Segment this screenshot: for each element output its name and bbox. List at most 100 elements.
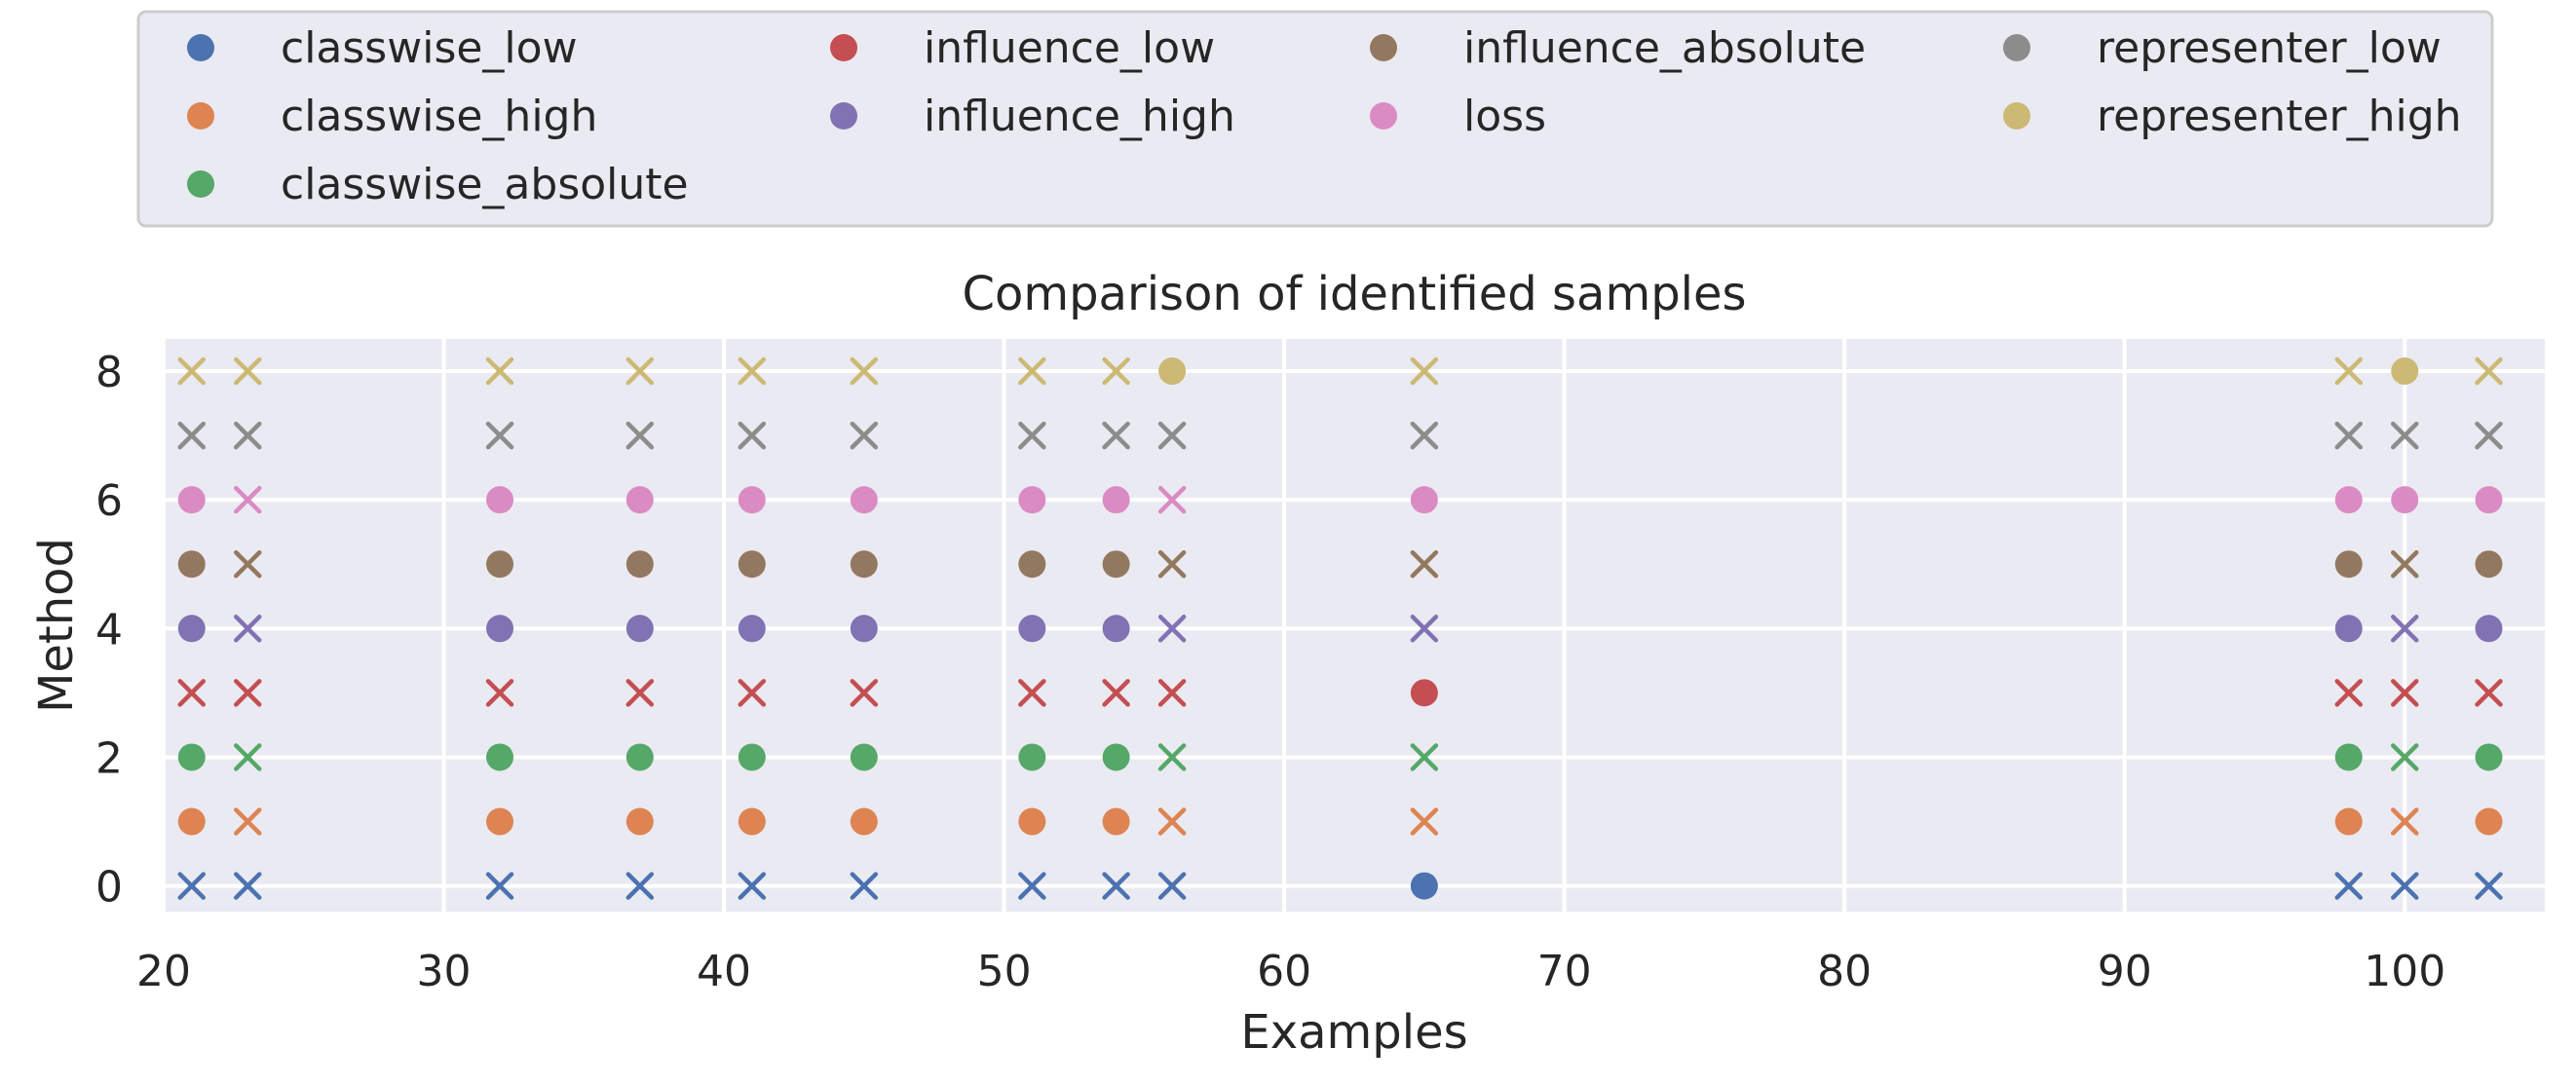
point-not-identified xyxy=(625,872,655,900)
series-influence-absolute xyxy=(177,549,2503,579)
series-representer-high xyxy=(177,356,2503,386)
point-identified xyxy=(1410,872,1438,900)
point-not-identified xyxy=(177,872,207,900)
point-not-identified xyxy=(1410,356,1439,386)
legend: classwise_low classwise_high classwise_abs… xyxy=(136,10,2494,228)
legend-item-classwise-high: classwise_high xyxy=(187,92,597,141)
point-not-identified xyxy=(2390,743,2419,771)
point-not-identified xyxy=(2390,549,2419,579)
point-not-identified xyxy=(2390,615,2419,643)
point-identified xyxy=(177,743,206,771)
point-identified xyxy=(738,550,766,579)
legend-marker xyxy=(1370,34,1397,61)
point-identified xyxy=(2475,807,2503,836)
data-marks xyxy=(177,356,2503,900)
point-identified xyxy=(486,807,514,836)
point-not-identified xyxy=(485,872,514,900)
legend-label: loss xyxy=(1463,92,1546,141)
point-identified xyxy=(2391,357,2419,386)
point-not-identified xyxy=(1410,743,1439,771)
point-identified xyxy=(2334,615,2363,643)
point-identified xyxy=(625,615,654,643)
point-identified xyxy=(738,486,766,514)
y-tick-label: 8 xyxy=(95,348,123,397)
x-tick-label: 60 xyxy=(1257,947,1311,996)
point-not-identified xyxy=(850,872,879,900)
point-identified xyxy=(1102,615,1130,643)
point-identified xyxy=(486,615,514,643)
legend-item-loss: loss xyxy=(1370,92,1546,141)
series-classwise-absolute xyxy=(177,743,2503,771)
point-identified xyxy=(486,550,514,579)
point-identified xyxy=(177,486,206,514)
point-not-identified xyxy=(2475,356,2503,386)
point-not-identified xyxy=(485,679,514,707)
point-identified xyxy=(738,743,766,771)
point-not-identified xyxy=(738,356,767,386)
point-not-identified xyxy=(177,421,207,450)
point-identified xyxy=(850,743,878,771)
legend-label: representer_high xyxy=(2097,92,2462,141)
point-not-identified xyxy=(2475,872,2503,900)
point-not-identified xyxy=(1410,421,1439,450)
point-not-identified xyxy=(1157,807,1187,836)
point-not-identified xyxy=(1157,421,1187,450)
legend-item-classwise-absolute: classwise_absolute xyxy=(187,160,689,209)
point-not-identified xyxy=(1157,743,1187,771)
x-tick-label: 40 xyxy=(697,947,751,996)
legend-label: classwise_high xyxy=(281,92,597,141)
chart-title: Comparison of identified samples xyxy=(962,267,1746,321)
legend-marker xyxy=(2003,34,2030,61)
point-not-identified xyxy=(234,679,262,707)
point-not-identified xyxy=(1018,356,1046,386)
point-not-identified xyxy=(625,356,655,386)
point-identified xyxy=(2475,486,2503,514)
point-not-identified xyxy=(1157,872,1187,900)
point-identified xyxy=(2334,743,2363,771)
x-tick-label: 80 xyxy=(1817,947,1872,996)
point-not-identified xyxy=(2334,679,2363,707)
point-identified xyxy=(625,743,654,771)
point-not-identified xyxy=(234,421,262,450)
point-not-identified xyxy=(2334,421,2363,450)
point-not-identified xyxy=(2475,421,2503,450)
legend-marker xyxy=(187,34,214,61)
point-not-identified xyxy=(738,421,767,450)
legend-label: representer_low xyxy=(2097,23,2442,73)
legend-marker xyxy=(1370,102,1397,130)
point-not-identified xyxy=(234,615,262,643)
series-loss xyxy=(177,485,2503,514)
point-identified xyxy=(1018,550,1046,579)
point-not-identified xyxy=(234,743,262,771)
point-identified xyxy=(2334,807,2363,836)
y-tick-label: 0 xyxy=(95,863,123,913)
series-classwise-low xyxy=(177,872,2503,900)
point-identified xyxy=(486,486,514,514)
point-identified xyxy=(1158,357,1187,386)
legend-marker xyxy=(830,34,857,61)
x-tick-label: 30 xyxy=(417,947,472,996)
point-identified xyxy=(738,807,766,836)
legend-marker xyxy=(187,102,214,130)
grid xyxy=(162,339,2545,912)
point-not-identified xyxy=(850,679,879,707)
point-not-identified xyxy=(485,356,514,386)
point-not-identified xyxy=(1157,485,1187,514)
point-identified xyxy=(486,743,514,771)
point-not-identified xyxy=(2390,421,2419,450)
legend-label: influence_absolute xyxy=(1463,23,1866,73)
legend-item-classwise-low: classwise_low xyxy=(187,23,578,73)
point-not-identified xyxy=(1102,872,1130,900)
point-not-identified xyxy=(2334,356,2363,386)
x-tick-label: 90 xyxy=(2098,947,2152,996)
point-not-identified xyxy=(850,421,879,450)
point-not-identified xyxy=(1157,615,1187,643)
point-not-identified xyxy=(2390,679,2419,707)
point-identified xyxy=(2334,550,2363,579)
point-not-identified xyxy=(2390,807,2419,836)
point-not-identified xyxy=(485,421,514,450)
legend-item-influence-low: influence_low xyxy=(830,23,1215,73)
point-identified xyxy=(2475,743,2503,771)
point-identified xyxy=(625,486,654,514)
y-tick-label: 6 xyxy=(95,476,123,526)
